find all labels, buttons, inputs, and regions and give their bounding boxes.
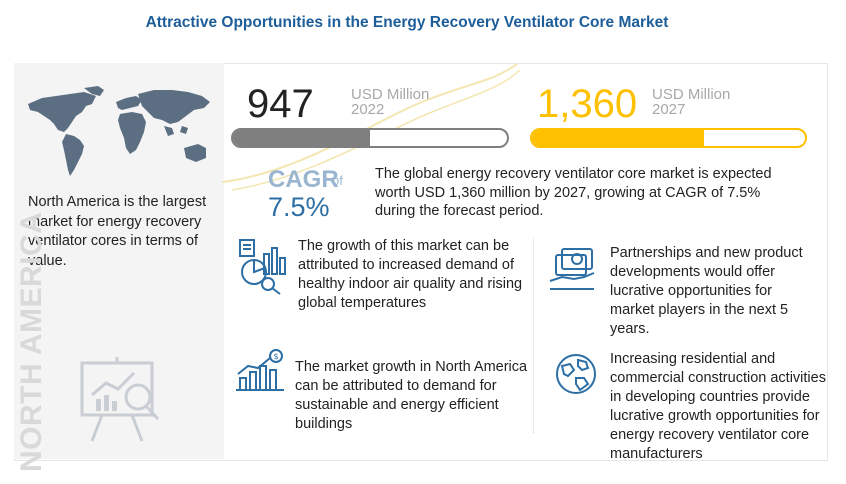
progress-fill-2022: [233, 130, 370, 146]
point-construction: Increasing residential and commercial co…: [610, 351, 826, 462]
unit-2027: USD Million: [652, 86, 731, 103]
year-2022: 2022: [351, 101, 385, 118]
column-divider: [533, 238, 534, 433]
progress-fill-2027: [532, 130, 704, 146]
market-value-2027: 1,360: [537, 82, 638, 126]
market-value-2022: 947: [247, 82, 314, 126]
analytics-icon: [239, 239, 286, 295]
market-summary: The global energy recovery ventilator co…: [375, 166, 772, 219]
region-vertical-label: NORTH AMERICA: [15, 211, 48, 472]
svg-text:$: $: [274, 352, 279, 361]
cagr-value: 7.5%: [268, 192, 330, 222]
growth-chart-icon: $: [236, 349, 284, 391]
point-partnerships: Partnerships and new product development…: [610, 245, 803, 337]
world-map-icon: [28, 86, 210, 176]
point-indoor-air: The growth of this market can be attribu…: [298, 238, 523, 311]
globe-icon: [556, 354, 596, 394]
point-north-america: The market growth in North America can b…: [295, 359, 528, 432]
progress-bar-2027: [530, 128, 807, 148]
progress-bar-2022: [231, 128, 509, 148]
cagr-of-label: of: [332, 173, 343, 188]
year-2027: 2027: [652, 101, 686, 118]
page-title: Attractive Opportunities in the Energy R…: [145, 14, 669, 31]
presentation-board-icon: [80, 357, 160, 442]
left-panel: [14, 63, 224, 459]
cagr-label: CAGR: [268, 166, 339, 193]
unit-2022: USD Million: [351, 86, 430, 103]
region-description: North America is the largest market for …: [28, 194, 207, 269]
decorative-curve: [222, 63, 521, 191]
money-icon: [549, 248, 595, 290]
